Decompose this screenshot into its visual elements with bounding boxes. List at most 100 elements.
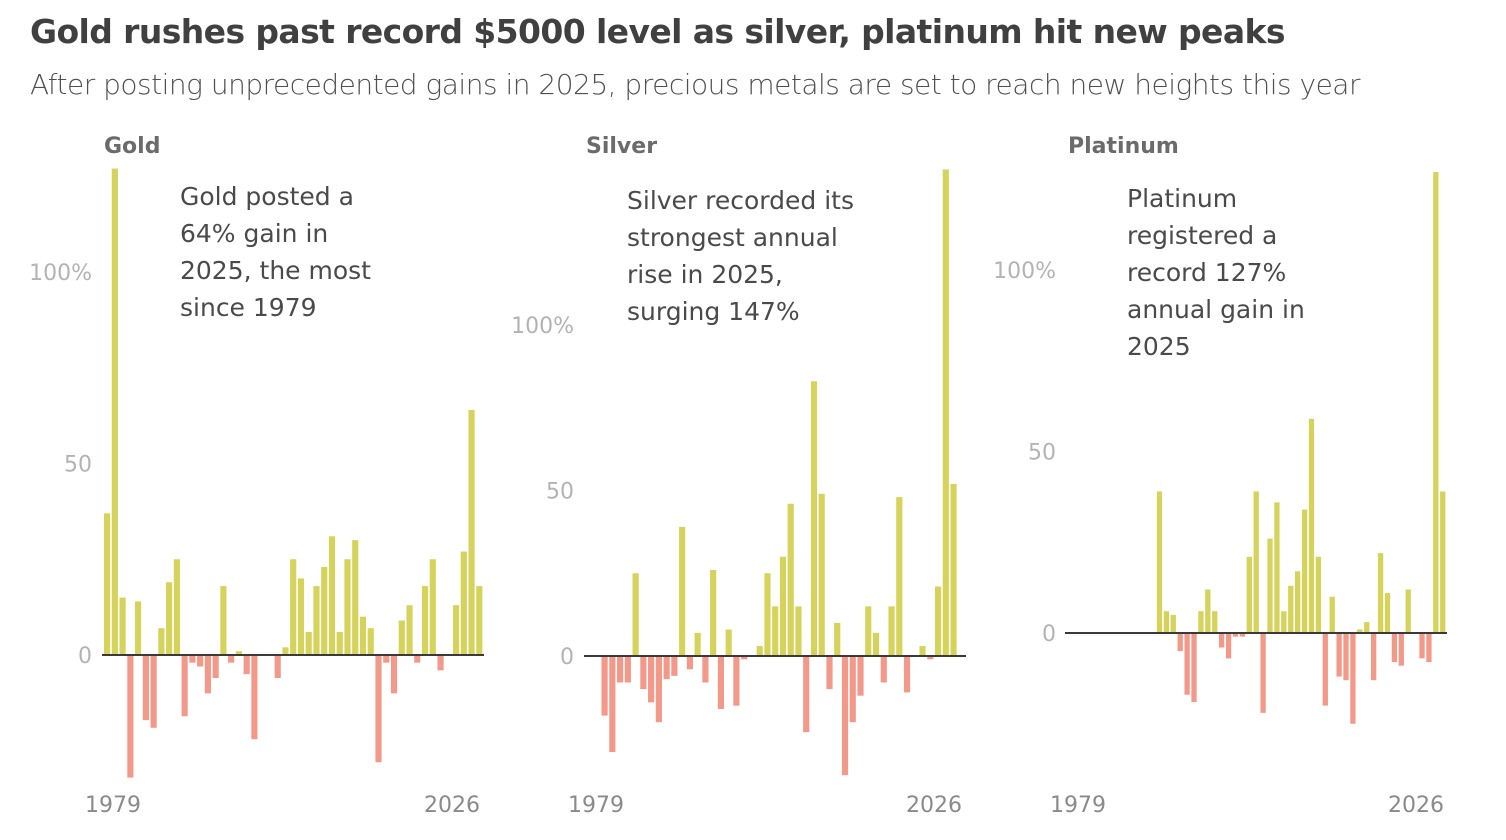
bar-1995 [235,651,242,655]
bar-1988 [181,655,188,717]
bar-undefined [1426,633,1432,663]
bar-2013 [1308,418,1315,633]
panel-title: Platinum [1068,134,1179,159]
bar-2012 [367,628,374,655]
annotation-line: strongest annual [627,223,838,252]
bar-1984 [150,655,157,728]
bar-1982 [135,601,142,655]
annotation-text: Platinum registered a record 127% annual ga… [1127,184,1305,361]
bar-1989 [189,655,196,663]
annotation-line: since 1979 [180,293,317,322]
panel-title: Silver [586,134,657,159]
bar-undefined [1433,171,1439,634]
bar-2013 [857,656,864,696]
bar-1996 [243,655,250,675]
bar-2016 [1329,596,1335,633]
y-tick-label: 50 [64,453,92,478]
bar-1981 [127,655,134,778]
bar-1983 [624,656,631,683]
bar-2019 [421,586,429,655]
bar-2011 [359,616,367,655]
y-tick-label: 50 [1028,441,1056,466]
bar-2019 [1350,633,1356,724]
y-tick-label: 100% [993,259,1056,284]
bar-2009 [344,559,351,655]
bar-2015 [872,632,880,656]
bar-2008 [1274,502,1280,633]
bar-2005 [795,606,802,656]
bar-2022 [927,656,934,660]
bar-1996 [725,629,732,656]
bar-1997 [251,655,258,740]
bar-2018 [414,655,421,663]
bar-2017 [1336,633,1342,677]
bar-2018 [1343,633,1349,681]
annotation-line: 64% gain in [180,219,328,248]
bar-2007 [810,381,818,656]
panel-gold: Gold 0 50 100% 1979 2026 Gold posted a 64% gain… [29,134,484,818]
bar-1993 [220,586,227,655]
annotation-line: Gold posted a [180,182,354,211]
y-tick-label: 0 [1042,622,1056,647]
bar-1993 [1170,614,1176,633]
bar-1994 [1177,633,1183,652]
bar-2003 [1239,633,1246,637]
x-tick-label-start: 1979 [85,793,141,818]
bar-2026 [476,586,483,655]
page-subtitle: After posting unprecedented gains in 202… [30,68,1360,101]
bar-1986 [166,582,173,655]
bar-2014 [383,655,390,663]
bar-1987 [655,656,662,723]
bar-2014 [1315,556,1322,633]
bar-1999 [1212,611,1218,633]
bar-2004 [305,632,312,655]
bar-2002 [772,606,779,656]
annotation-text: Gold posted a 64% gain in 2025, the most si… [180,182,371,322]
page-title: Gold rushes past record $5000 level as s… [30,12,1285,51]
bar-2019 [903,656,911,693]
bar-2016 [398,620,405,655]
bar-1995 [1184,633,1190,695]
bar-1994 [710,569,717,656]
bar-2007 [1267,538,1273,633]
y-tick-label: 0 [560,645,574,670]
bar-2005 [1253,491,1259,633]
bar-1982 [617,656,624,683]
bar-2015 [1322,633,1328,706]
bar-1996 [1191,633,1197,702]
bar-2018 [896,497,903,656]
bar-1997 [1198,611,1204,633]
bar-1992 [694,632,701,656]
x-tick-label-start: 1979 [568,793,624,818]
bar-2008 [336,632,343,655]
bar-2024 [460,551,467,655]
bar-1993 [702,656,709,683]
y-tick-label: 100% [511,314,574,339]
bar-2009 [1281,611,1287,633]
bar-undefined [1405,589,1411,633]
annotation-line: record 127% [1127,258,1286,287]
y-tick-label: 50 [546,480,574,505]
bar-2023 [452,605,460,655]
y-tick-label: 100% [29,261,92,286]
bar-2012 [1301,509,1308,633]
annotation-line: registered a [1127,221,1277,250]
bar-2024 [942,169,949,656]
bar-2010 [1288,585,1294,633]
bar-2025 [1391,633,1398,663]
bar-1992 [212,655,219,678]
annotation-line: Silver recorded its [627,186,854,215]
bar-2002 [1232,633,1239,637]
bar-2024 [1384,593,1391,633]
bar-2006 [1260,633,1266,713]
bar-2003 [779,556,787,656]
bar-1987 [173,559,180,655]
bar-2025 [950,483,957,656]
x-tick-label-start: 1979 [1050,793,1106,818]
bar-1998 [1205,589,1211,633]
bar-2014 [865,606,872,656]
bar-1985 [640,656,647,690]
bar-2021 [1364,622,1370,633]
panel-silver: Silver 0 50 100% 1979 2026 Silver recorded its… [511,134,966,818]
bar-2022 [1371,633,1377,681]
